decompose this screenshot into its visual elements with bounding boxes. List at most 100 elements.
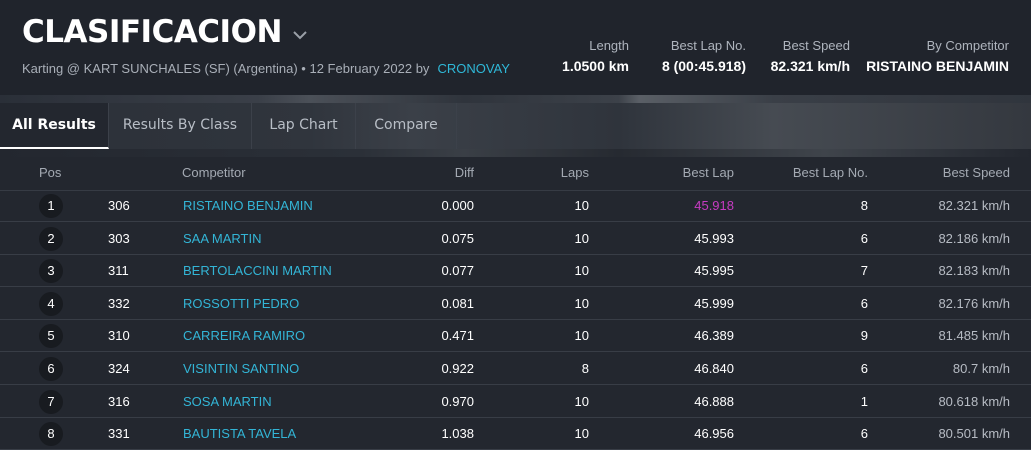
best-lap-no-value: 6 (860, 426, 868, 442)
best-lap-value: 46.888 (694, 393, 734, 409)
best-lap-value: 45.999 (694, 295, 734, 311)
competitor-name[interactable]: BAUTISTA TAVELA (183, 426, 297, 442)
laps-value: 10 (574, 393, 589, 409)
diff-value: 1.038 (441, 426, 474, 442)
banner-strip (0, 149, 1031, 157)
laps-value: 10 (574, 198, 589, 213)
best-lap-no-value: 9 (860, 328, 868, 344)
table-row[interactable]: 8 331 BAUTISTA TAVELA 1.038 10 46.956 6 80.501 … (0, 418, 1031, 450)
best-speed-value: 80.501 km/h (938, 426, 1010, 442)
best-speed-value: 82.183 km/h (938, 263, 1010, 279)
table-row[interactable]: 4 332 ROSSOTTI PEDRO 0.081 10 45.999 6 82.176 k… (0, 288, 1031, 320)
diff-value: 0.077 (441, 263, 474, 279)
best-lap-value: 46.956 (694, 426, 734, 442)
position-badge: 3 (39, 259, 63, 284)
stat-label: Best Speed (782, 38, 850, 53)
col-diff[interactable]: Diff (454, 165, 474, 180)
best-lap-value: 45.918 (694, 198, 734, 213)
kart-number: 311 (108, 263, 129, 279)
table-row[interactable]: 2 303 SAA MARTIN 0.075 10 45.993 6 82.186 km/h (0, 223, 1031, 255)
table-row[interactable]: 7 316 SOSA MARTIN 0.970 10 46.888 1 80.618 km/h (0, 386, 1031, 418)
table-header: Pos Competitor Diff Laps Best Lap Best L… (0, 157, 1031, 191)
position-badge: 1 (39, 194, 63, 218)
diff-value: 0.000 (441, 198, 474, 213)
competitor-name[interactable]: SOSA MARTIN (183, 393, 272, 409)
best-lap-no-value: 7 (860, 263, 868, 279)
laps-value: 10 (574, 426, 589, 442)
kart-number: 306 (108, 198, 130, 213)
kart-number: 316 (108, 393, 130, 409)
competitor-name[interactable]: VISINTIN SANTINO (183, 361, 300, 376)
diff-value: 0.471 (441, 328, 474, 344)
diff-value: 0.970 (441, 393, 474, 409)
table-row[interactable]: 1 306 RISTAINO BENJAMIN 0.000 10 45.918 8 82.32… (0, 190, 1031, 222)
tab-lap-chart[interactable]: Lap Chart (252, 103, 356, 149)
kart-number: 332 (108, 295, 130, 311)
best-lap-value: 45.993 (694, 230, 734, 246)
col-laps[interactable]: Laps (560, 165, 589, 180)
results-header: CLASIFICACION Karting @ KART SUNCHALES (… (0, 0, 1031, 95)
stat-label: By Competitor (926, 38, 1009, 53)
stat-value: RISTAINO BENJAMIN (866, 58, 1009, 74)
stat-length: Length 1.0500 km (562, 38, 629, 74)
table-row[interactable]: 3 311 BERTOLACCINI MARTIN 0.077 10 45.995 7 82.… (0, 255, 1031, 288)
table-row[interactable]: 6 324 VISINTIN SANTINO 0.922 8 46.840 6 80.7 km… (0, 353, 1031, 385)
best-speed-value: 80.618 km/h (938, 393, 1010, 409)
position-badge: 5 (39, 324, 63, 349)
chevron-down-icon[interactable] (292, 29, 308, 41)
stat-label: Best Lap No. (670, 38, 746, 53)
laps-value: 10 (574, 263, 589, 279)
best-lap-value: 45.995 (694, 263, 734, 279)
table-row[interactable]: 5 310 CARREIRA RAMIRO 0.471 10 46.389 9 81.485 … (0, 320, 1031, 353)
stat-value: 1.0500 km (562, 58, 629, 74)
best-lap-no-value: 8 (860, 198, 868, 213)
best-lap-value: 46.840 (694, 361, 734, 376)
competitor-name[interactable]: CARREIRA RAMIRO (183, 328, 306, 344)
laps-value: 10 (574, 230, 589, 246)
kart-number: 324 (108, 361, 130, 376)
best-lap-no-value: 6 (860, 361, 868, 376)
col-best-lap-no[interactable]: Best Lap No. (792, 165, 868, 180)
results-tabs: All Results Results By Class Lap Chart C… (0, 103, 1031, 149)
stat-best-speed: Best Speed 82.321 km/h (771, 38, 850, 74)
diff-value: 0.075 (441, 230, 474, 246)
kart-number: 310 (108, 328, 130, 344)
best-lap-no-value: 6 (860, 230, 868, 246)
laps-value: 10 (574, 295, 589, 311)
col-competitor[interactable]: Competitor (182, 165, 246, 180)
event-subtitle: Karting @ KART SUNCHALES (SF) (Argentina… (22, 61, 510, 76)
col-best-lap[interactable]: Best Lap (682, 165, 734, 180)
best-lap-no-value: 1 (860, 393, 868, 409)
col-best-speed[interactable]: Best Speed (942, 165, 1010, 180)
laps-value: 10 (574, 328, 589, 344)
event-info: Karting @ KART SUNCHALES (SF) (Argentina… (22, 61, 430, 76)
best-speed-value: 82.176 km/h (938, 295, 1010, 311)
organizer-link[interactable]: CRONOVAY (437, 61, 510, 76)
diff-value: 0.081 (441, 295, 474, 311)
competitor-name[interactable]: RISTAINO BENJAMIN (183, 198, 313, 213)
banner-image (0, 95, 1031, 103)
best-speed-value: 81.485 km/h (938, 328, 1010, 344)
tab-results-by-class[interactable]: Results By Class (109, 103, 252, 149)
col-pos[interactable]: Pos (39, 165, 62, 180)
competitor-name[interactable]: BERTOLACCINI MARTIN (183, 263, 332, 279)
stat-value: 82.321 km/h (770, 58, 850, 74)
position-badge: 6 (39, 357, 63, 381)
tab-compare[interactable]: Compare (356, 103, 457, 149)
stat-value: 8 (00:45.918) (661, 58, 746, 74)
stat-by-competitor: By Competitor RISTAINO BENJAMIN (866, 38, 1009, 74)
position-badge: 8 (39, 422, 63, 447)
competitor-name[interactable]: SAA MARTIN (183, 230, 262, 246)
diff-value: 0.922 (441, 361, 474, 376)
best-speed-value: 82.186 km/h (938, 230, 1010, 246)
position-badge: 7 (39, 389, 63, 414)
position-badge: 4 (39, 291, 63, 316)
best-speed-value: 82.321 km/h (938, 198, 1010, 213)
competitor-name[interactable]: ROSSOTTI PEDRO (183, 295, 300, 311)
best-speed-value: 80.7 km/h (952, 361, 1010, 376)
best-lap-value: 46.389 (694, 328, 734, 344)
stat-best-lap-no: Best Lap No. 8 (00:45.918) (662, 38, 746, 74)
tab-all-results[interactable]: All Results (0, 103, 109, 149)
page-title: CLASIFICACION (22, 14, 282, 50)
kart-number: 331 (108, 426, 130, 442)
